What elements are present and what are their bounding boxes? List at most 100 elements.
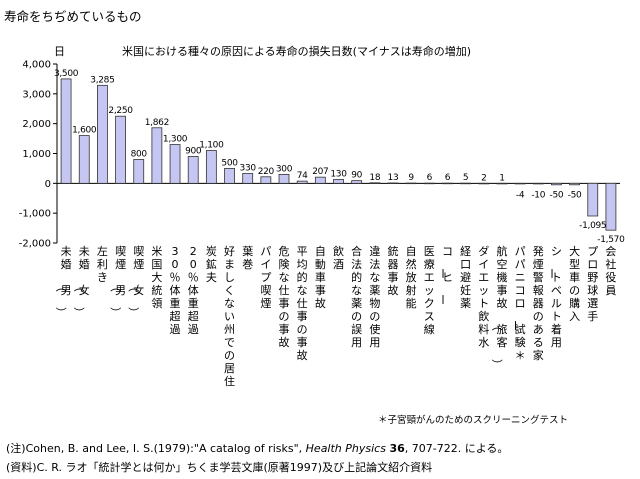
category-label: 合法的な薬の誤用	[351, 244, 362, 349]
category-label: 発煙警報器のある家	[533, 244, 544, 362]
bar	[333, 179, 344, 184]
bar-value-label: 207	[312, 167, 328, 177]
footnote-screening-test: ＊子宮頸がんのためのスクリーニングテスト	[378, 415, 569, 426]
y-tick-label: 0	[45, 179, 51, 190]
bar	[405, 182, 417, 185]
category-label: 未婚（女）	[73, 245, 90, 318]
bar	[369, 182, 381, 184]
category-label: 3 0 ％体重超過	[170, 245, 181, 336]
category-label: 米国大統領	[151, 245, 162, 310]
category-label: 違法な薬物の使用	[369, 245, 380, 349]
bar	[78, 135, 90, 184]
bar	[496, 182, 508, 185]
bar-value-label: 2	[481, 173, 486, 183]
category-label: 航空機事故（旅客）	[490, 244, 507, 370]
citation-suffix: , 707-722. による。	[404, 442, 509, 455]
bar-value-label: 3,500	[54, 69, 79, 79]
bar-value-label: 2,250	[108, 106, 133, 116]
bar	[569, 182, 580, 186]
bar-value-label: -50	[550, 190, 564, 200]
bar-value-label: 74	[297, 171, 308, 181]
bar	[551, 182, 562, 186]
category-label: 経口避妊薬	[460, 245, 471, 310]
bar-value-label: 5	[463, 173, 468, 183]
category-label: 飲酒	[333, 244, 344, 271]
category-label: 未婚（男）	[55, 245, 72, 318]
category-label: 炭鉱夫	[206, 245, 217, 284]
bar	[151, 127, 163, 184]
bar-value-label: 330	[240, 163, 257, 173]
bar-value-label: 130	[330, 169, 347, 179]
category-label: 銃器事故	[387, 244, 398, 297]
page-title: 寿命をちぢめているもの	[4, 9, 142, 24]
bar-value-label: -1,570	[597, 235, 625, 245]
category-label: 喫煙（女）	[127, 245, 144, 318]
citation-note: (注)Cohen, B. and Lee, I. S.(1979):"A cat…	[6, 440, 508, 456]
bar-value-label: -10	[531, 190, 545, 200]
bar-value-label: 1,100	[199, 141, 224, 151]
bar-value-label: 220	[258, 167, 275, 177]
y-tick-label: 1,000	[22, 149, 51, 160]
bar-chart: -2,000 -1,000 0 1,000 2,000 3,000 4,000 3,500 1…	[19, 60, 626, 389]
bar	[460, 182, 472, 185]
category-label: 医療エックス線	[424, 245, 435, 336]
source-note: (資料)C. R. ラオ「統計学とは何か」ちくま学芸文庫(原著1997)及び上記…	[6, 461, 433, 474]
bar	[532, 182, 544, 185]
category-label: 自動車事故	[315, 245, 326, 310]
bar	[115, 115, 126, 184]
bar-value-label: 1,600	[72, 126, 97, 136]
bar-value-label: 6	[427, 173, 433, 183]
category-label: 左利き	[97, 245, 108, 284]
bar	[60, 78, 72, 184]
bar	[351, 180, 363, 184]
bar	[242, 173, 254, 184]
citation-prefix: (注)Cohen, B. and Lee, I. S.(1979):"A cat…	[6, 442, 306, 455]
bar	[260, 176, 272, 184]
bar	[205, 150, 217, 184]
bar-value-label: 6	[445, 173, 451, 183]
bar	[296, 180, 308, 184]
bar	[478, 182, 490, 185]
bar-value-label: 3,285	[90, 75, 114, 85]
y-tick-label: 2,000	[22, 119, 51, 130]
y-axis: -2,000 -1,000 0 1,000 2,000 3,000 4,000	[19, 60, 620, 250]
bar	[587, 182, 599, 217]
bar	[278, 173, 290, 184]
bar-value-label: 1,862	[145, 118, 169, 128]
value-labels: 3,500 1,600 3,285 2,250 800 1,862 1,3009001,10…	[54, 69, 625, 245]
bar	[387, 182, 399, 184]
bar	[514, 182, 526, 185]
bar-value-label: -4	[516, 190, 525, 200]
category-label: 自然放射能	[406, 245, 417, 310]
chart-title: 米国における種々の原因による寿命の損失日数(マイナスは寿命の増加)	[122, 45, 472, 58]
bar-value-label: 13	[388, 173, 399, 183]
y-tick-label: -2,000	[19, 239, 51, 250]
bar-value-label: -1,095	[579, 221, 606, 231]
bar-value-label: 300	[276, 164, 293, 174]
category-label: ダイエット飲料水	[478, 244, 489, 349]
bar-value-label: 18	[369, 173, 380, 183]
bar	[605, 182, 617, 231]
bar-value-label: 800	[131, 149, 148, 159]
bar-value-label: 900	[185, 146, 202, 156]
bar-value-label: -50	[568, 190, 582, 200]
category-label: パイプ喫煙	[260, 245, 271, 310]
bar-value-label: 9	[408, 173, 414, 183]
y-tick-label: 3,000	[22, 89, 51, 100]
citation-volume: 36	[389, 442, 405, 455]
category-label: 会社役員	[605, 245, 616, 297]
category-label: コーヒー	[436, 245, 453, 305]
bar-value-label: 1,300	[163, 135, 188, 145]
bar-value-label: 500	[221, 158, 238, 168]
bar	[423, 182, 435, 185]
bars	[60, 78, 617, 231]
category-label: 2 0 ％体重超過	[188, 245, 199, 336]
category-label: 大型車の購入	[569, 244, 580, 323]
bar	[187, 156, 199, 184]
bar	[133, 159, 145, 184]
category-label: パパニコロー試験＊	[509, 245, 526, 362]
bar	[314, 176, 326, 184]
bar	[224, 168, 235, 184]
category-label: プロ野球選手	[587, 245, 598, 323]
citation-journal: Health Physics	[305, 442, 386, 455]
